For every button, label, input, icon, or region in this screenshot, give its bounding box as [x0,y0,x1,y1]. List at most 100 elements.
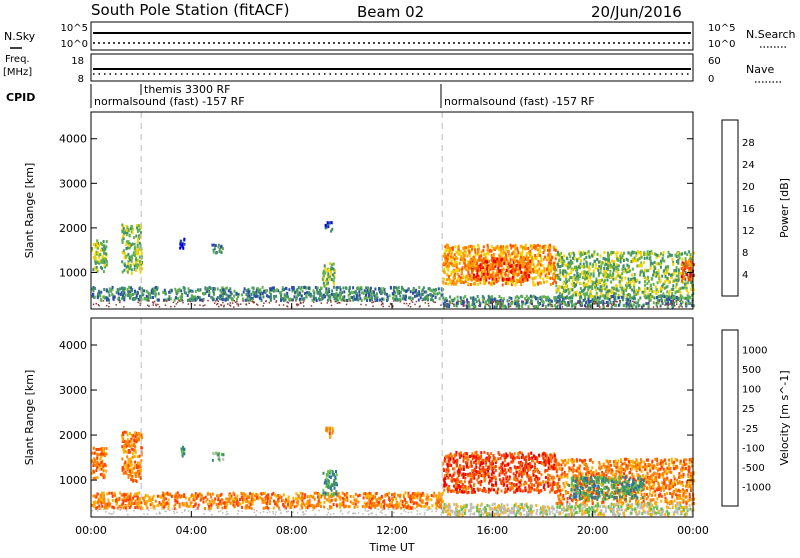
echo-cell [247,507,249,510]
echo-cell [598,272,600,275]
echo-cell [326,282,328,285]
echo-cell [631,274,633,277]
echo-cell [575,293,577,296]
echo-cell [301,495,303,498]
ground-scatter-cell [510,305,512,307]
echo-cell [425,291,427,294]
ground-scatter-cell [531,303,533,305]
echo-cell [284,293,286,296]
ground-scatter-cell [371,302,373,304]
echo-cell [348,505,350,508]
echo-cell [245,299,247,302]
echo-cell [646,287,648,290]
echo-cell [404,504,406,507]
ground-scatter-cell [388,306,390,308]
echo-cell [215,252,217,255]
ground-scatter-cell [248,300,250,302]
echo-cell [590,273,592,276]
echo-cell [422,288,424,291]
ground-scatter-cell [493,301,495,303]
cpid-segment-2: themis 3300 RF [144,83,231,96]
echo-cell [95,257,97,260]
echo-cell [414,295,416,298]
ground-scatter-cell [188,303,190,305]
echo-cell [132,243,134,246]
echo-cell [323,505,325,508]
freq-panel-frame [91,54,693,81]
echo-cell [424,297,426,300]
ground-scatter-cell [98,304,100,306]
echo-cell [97,296,99,299]
echo-cell [466,275,468,278]
ground-scatter-cell [382,306,384,308]
echo-cell [333,263,335,266]
echo-cell [524,272,526,275]
echo-cell [334,498,336,501]
echo-cell [125,472,127,475]
echo-cell [486,260,488,263]
echo-cell [325,291,327,294]
echo-cell [183,452,185,455]
echo-cell [555,284,557,287]
echo-cell [168,505,170,508]
echo-cell [547,257,549,260]
echo-cell [586,271,588,274]
echo-cell [372,502,374,505]
echo-cell [325,224,327,227]
echo-cell [542,278,544,281]
echo-cell [222,502,224,505]
echo-cell [595,263,597,266]
echo-cell [98,260,100,263]
echo-cell [399,295,401,298]
echo-cell [222,288,224,291]
colorbar-tick-label: 20 [742,182,755,193]
echo-cell [566,257,568,260]
ground-scatter-cell [238,304,240,306]
echo-cell [244,287,246,290]
echo-cell [92,295,94,298]
echo-cell [258,291,260,294]
echo-data-0 [91,221,695,309]
echo-cell [93,447,95,450]
echo-cell [139,287,141,290]
noise-tick-right-low: 10^0 [708,39,735,50]
ground-scatter-cell [236,301,238,303]
echo-cell [300,288,302,291]
echo-cell [682,301,684,304]
echo-cell [108,492,110,495]
echo-cell [152,296,154,299]
echo-cell [510,247,512,250]
ground-scatter-cell [252,301,254,303]
echo-cell [104,476,106,479]
echo-cell [462,252,464,255]
echo-cell [537,274,539,277]
ground-scatter-cell [408,305,410,307]
echo-cell [233,295,235,298]
ground-scatter-cell [335,301,337,303]
echo-cell [213,501,215,504]
echo-cell [530,299,532,302]
echo-cell [509,255,511,258]
echo-cell [114,494,116,497]
echo-cell [329,432,331,435]
echo-cell [458,275,460,278]
echo-cell [648,280,650,283]
plot-title: South Pole Station (fitACF) [91,1,289,19]
echo-cell [473,246,475,249]
echo-cell [196,297,198,300]
echo-cell [294,505,296,508]
echo-cell [256,295,258,298]
echo-cell [653,301,655,304]
echo-cell [213,291,215,294]
echo-cell [655,289,657,292]
echo-cell [259,297,261,300]
echo-cell [398,505,400,508]
echo-cell [165,292,167,295]
echo-cell [292,497,294,500]
echo-cell [685,297,687,300]
echo-cell [169,493,171,496]
echo-cell [622,298,624,301]
echo-cell [572,288,574,291]
echo-cell [495,274,497,277]
echo-cell [288,288,290,291]
